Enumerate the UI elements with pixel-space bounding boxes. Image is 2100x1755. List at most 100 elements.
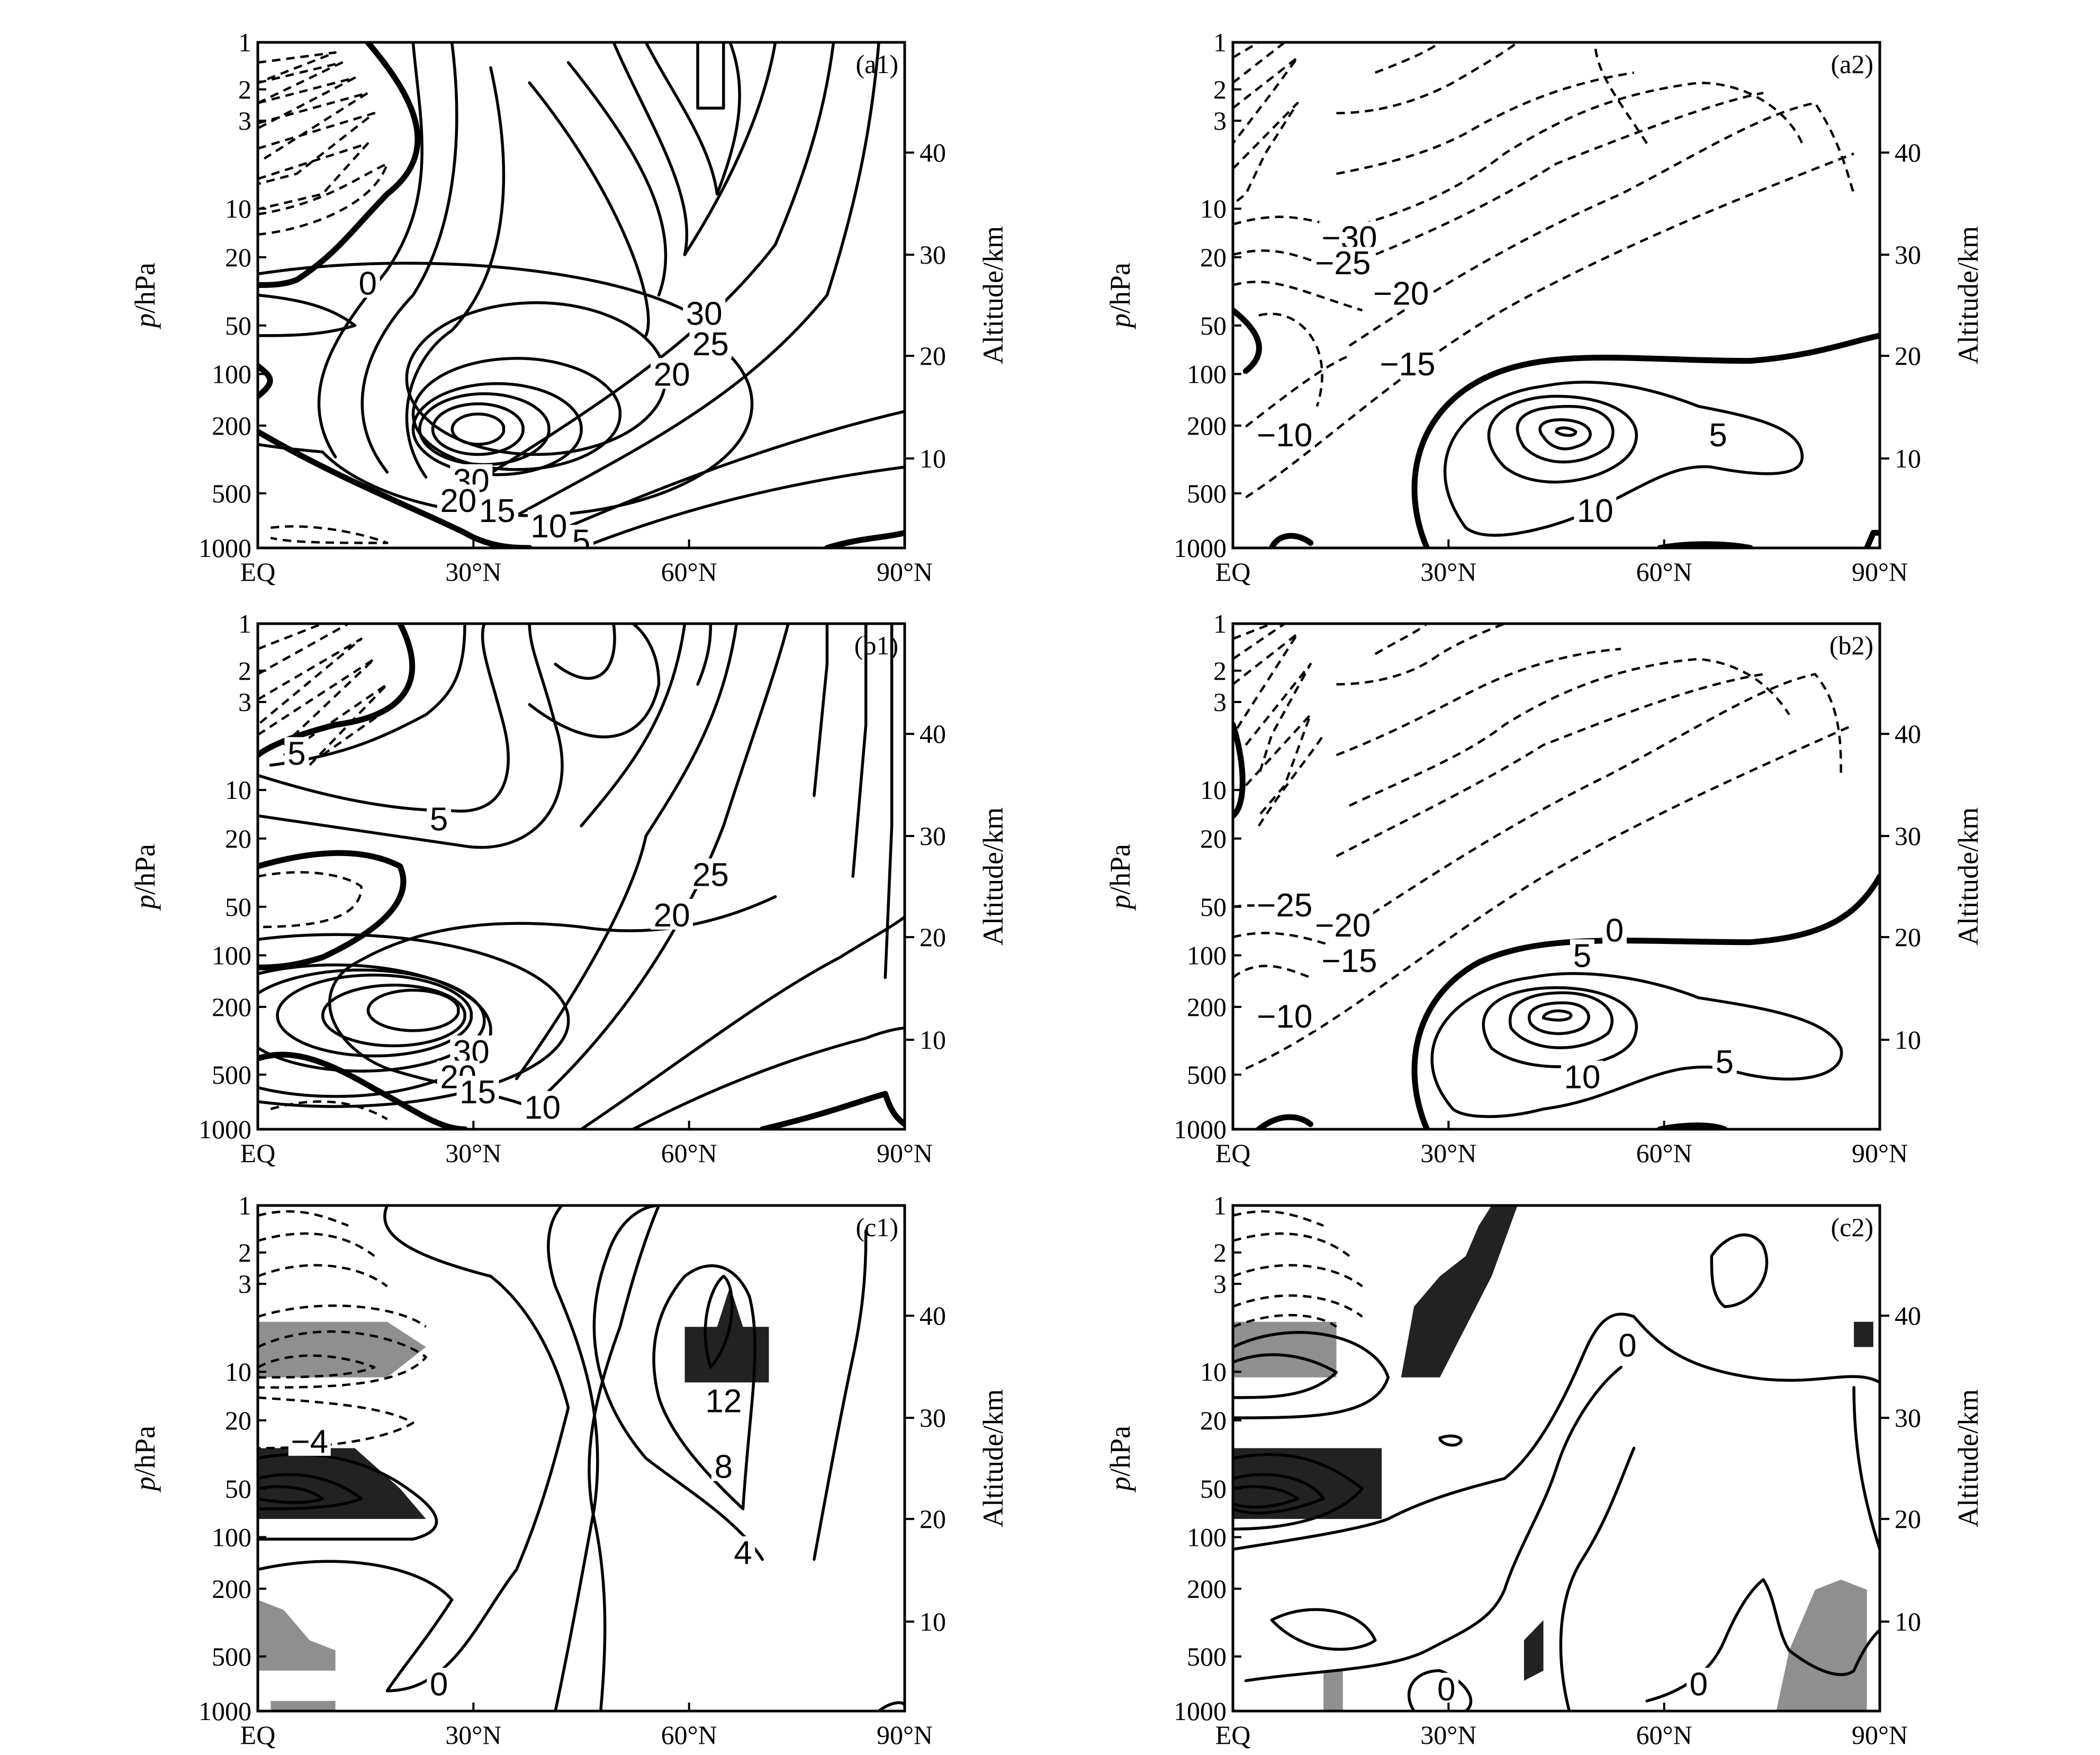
zero-contour <box>1233 307 1262 374</box>
positive-contour <box>276 973 473 1058</box>
y-tick-label: 1 <box>238 1191 251 1220</box>
contour-label-bg <box>1319 944 1380 975</box>
positive-contour <box>321 984 466 1048</box>
negative-contour <box>1362 82 1804 226</box>
plot-frame <box>256 622 906 1131</box>
negative-contour <box>1348 102 1855 347</box>
negative-contour <box>1245 713 1312 817</box>
contour-label-bg <box>1254 888 1315 920</box>
panel-a2: −30−25−20−15−10 510(a2)EQ 30°N 60°N 90°N1231… <box>1104 28 1984 587</box>
x-tick-label: 30°N <box>1420 1138 1476 1168</box>
x-tick-label: 60°N <box>1636 557 1692 587</box>
x-tick-label: EQ <box>1215 1720 1251 1750</box>
y-tick-label: 500 <box>1187 479 1227 508</box>
contour-label: 5 <box>1715 1044 1733 1081</box>
y2-tick-label: 20 <box>1895 1504 1921 1534</box>
contour-label-bg <box>288 1425 331 1456</box>
contour-label-bg <box>355 267 380 298</box>
positive-contour <box>258 1205 570 1693</box>
positive-contour <box>418 392 551 466</box>
contour-label-bg <box>1254 418 1315 449</box>
contour-label: 30 <box>686 296 723 332</box>
negative-contour <box>1258 734 1324 827</box>
panel-label: (c1) <box>856 1212 899 1242</box>
y-tick-label: 20 <box>1200 824 1227 853</box>
negative-contour <box>1349 92 1764 266</box>
plot-frame <box>1231 622 1881 1131</box>
negative-contour <box>1374 624 1428 655</box>
contour-label-bg <box>521 1091 564 1122</box>
y2-tick-label: 10 <box>920 1025 946 1055</box>
negative-contour <box>258 1264 388 1288</box>
y-tick-label: 2 <box>238 1238 251 1267</box>
positive-contour <box>813 1229 868 1561</box>
contour-label: 0 <box>430 1666 448 1703</box>
contour-label: −25 <box>1257 887 1312 924</box>
x-tick-label: 30°N <box>1420 557 1476 587</box>
negative-contour <box>258 1396 414 1450</box>
plot-frame <box>1231 41 1881 550</box>
positive-contour <box>269 624 466 767</box>
negative-contour <box>258 1210 349 1227</box>
contour-label: 0 <box>1618 1327 1636 1364</box>
contour-label-bg <box>702 1384 745 1416</box>
y-tick-label: 1000 <box>1174 533 1227 563</box>
y2-axis-label: Altitude/km <box>977 226 1009 364</box>
x-tick-label: 30°N <box>445 1138 501 1168</box>
x-tick-label: 60°N <box>661 1720 717 1750</box>
positive-contour <box>502 42 880 525</box>
significant-negative-shading <box>1233 1321 1337 1378</box>
y-tick-label: 20 <box>1200 1406 1227 1435</box>
zero-contour <box>258 363 273 399</box>
plot-area: 55252030201510 <box>258 624 905 1129</box>
negative-contour <box>283 683 389 766</box>
positive-contour <box>1487 394 1638 484</box>
contour-label: 5 <box>430 801 448 838</box>
negative-contour <box>1336 71 1634 175</box>
y2-tick-label: 30 <box>920 821 946 851</box>
y-tick-label: 200 <box>1187 1574 1227 1604</box>
negative-contour <box>1594 42 1648 145</box>
negative-contour <box>258 871 363 929</box>
y2-tick-label: 10 <box>920 444 946 473</box>
contour-label: 15 <box>459 1074 496 1111</box>
negative-contour <box>1233 1232 1350 1257</box>
y2-axis-label: Altitude/km <box>1952 1389 1984 1527</box>
plot-area: 0 0 0 <box>1233 1205 1880 1711</box>
negative-contour <box>1233 624 1299 736</box>
y-tick-label: 100 <box>1187 359 1227 389</box>
y2-tick-label: 30 <box>920 240 946 269</box>
negative-contour <box>258 1354 376 1379</box>
y2-tick-label: 30 <box>1895 240 1921 269</box>
y-tick-label: 50 <box>225 311 251 340</box>
positive-contour <box>1555 426 1578 437</box>
contour-label-bg <box>456 1076 499 1107</box>
x-tick-label: EQ <box>240 1138 276 1168</box>
positive-contour <box>317 42 423 458</box>
contour-label: 5 <box>1573 938 1591 974</box>
y-tick-label: 100 <box>212 940 251 970</box>
y-tick-label: 10 <box>1200 1357 1227 1387</box>
y2-tick-label: 10 <box>1895 1025 1921 1055</box>
y2-tick-label: 40 <box>920 138 946 167</box>
contour-label-bg <box>711 1450 736 1481</box>
contour-label-bg <box>1561 1060 1603 1092</box>
positive-contour <box>851 624 868 878</box>
negative-contour <box>270 525 389 544</box>
panel-label: (b1) <box>854 631 898 660</box>
contour-label: 10 <box>530 508 567 545</box>
y2-tick-label: 30 <box>920 1403 946 1433</box>
y-tick-label: 1000 <box>199 533 251 563</box>
positive-contour <box>528 624 790 1111</box>
contour-label: −4 <box>291 1424 328 1460</box>
contour-label: 10 <box>1577 493 1614 529</box>
contour-label: −20 <box>1315 907 1371 944</box>
negative-contour <box>258 61 344 104</box>
negative-contour <box>1233 42 1299 145</box>
x-tick-label: 30°N <box>1420 1720 1476 1750</box>
y-tick-label: 3 <box>238 1269 251 1299</box>
zero-contour <box>258 850 407 970</box>
y-tick-label: 100 <box>1187 1522 1227 1552</box>
contour-label: 0 <box>1437 1671 1455 1708</box>
zero-contour <box>1256 1114 1314 1129</box>
